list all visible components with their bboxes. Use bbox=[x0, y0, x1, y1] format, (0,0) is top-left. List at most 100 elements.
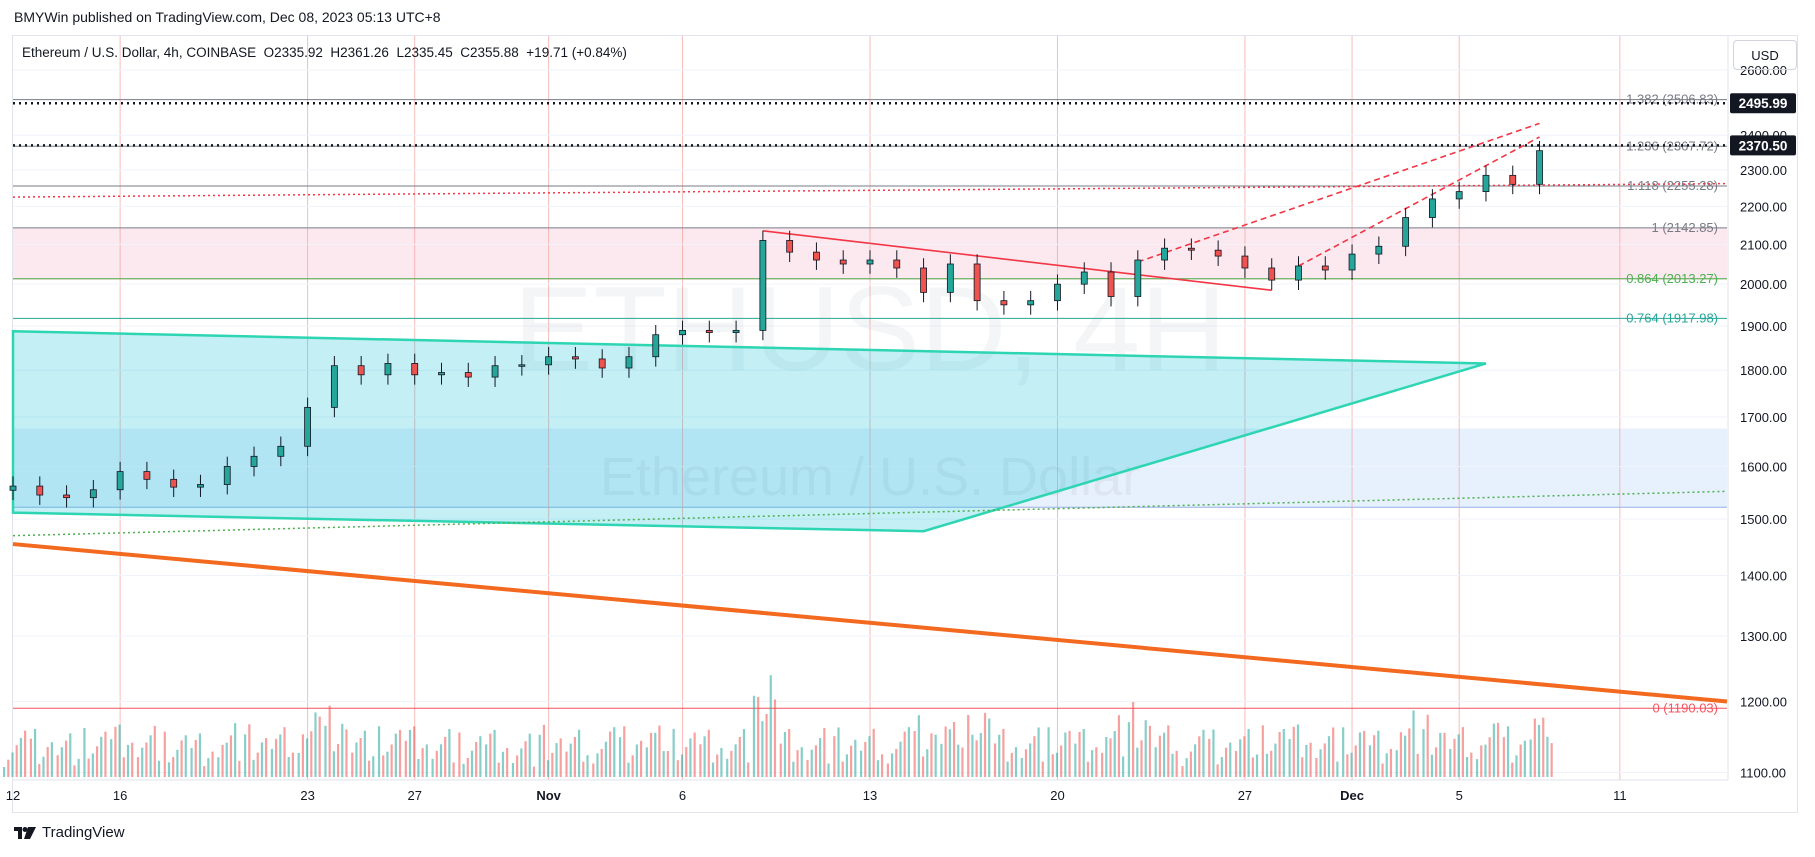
volume-bar bbox=[1255, 754, 1259, 777]
volume-bar bbox=[167, 762, 171, 777]
volume-bar bbox=[699, 744, 702, 777]
volume-bar bbox=[1024, 749, 1028, 777]
volume-bar bbox=[305, 738, 309, 777]
candle-body bbox=[813, 251, 820, 261]
volume-bar bbox=[957, 744, 960, 777]
fib-level-label: 1 (2142.85) bbox=[1652, 220, 1719, 235]
volume-bar bbox=[1377, 730, 1380, 777]
time-tick-label: 5 bbox=[1456, 788, 1463, 803]
candle-body bbox=[1402, 217, 1410, 247]
volume-bar bbox=[1220, 757, 1223, 777]
candle-body bbox=[197, 484, 204, 488]
price-tick-label: 1800.00 bbox=[1740, 363, 1787, 378]
volume-bar bbox=[225, 742, 228, 777]
candle-body bbox=[384, 363, 392, 376]
volume-bar bbox=[1389, 748, 1393, 777]
volume-bar bbox=[203, 766, 206, 777]
volume-bar bbox=[1496, 722, 1500, 777]
volume-bar bbox=[287, 757, 290, 777]
volume-bar bbox=[1416, 753, 1419, 777]
volume-bar bbox=[1461, 727, 1464, 777]
fib-level-label: 0.764 (1917.98) bbox=[1626, 310, 1718, 325]
volume-bar bbox=[404, 740, 407, 777]
volume-bar bbox=[1292, 726, 1295, 777]
candle-body bbox=[946, 263, 954, 293]
volume-bar bbox=[1354, 745, 1357, 777]
fib-level-label: 1.236 (2367.72) bbox=[1626, 138, 1718, 153]
volume-bar bbox=[328, 705, 331, 777]
volume-bar bbox=[773, 699, 777, 777]
time-tick-label: 20 bbox=[1050, 788, 1064, 803]
currency-button[interactable]: USD bbox=[1733, 40, 1797, 70]
volume-bar bbox=[582, 761, 585, 777]
volume-bar bbox=[573, 737, 577, 777]
volume-bar bbox=[1511, 762, 1514, 777]
volume-bar bbox=[382, 755, 385, 777]
tradingview-brand[interactable]: TradingView bbox=[14, 824, 125, 841]
volume-bar bbox=[377, 726, 381, 777]
volume-bar bbox=[1122, 756, 1125, 777]
volume-bar bbox=[198, 733, 202, 777]
volume-bar bbox=[1457, 734, 1460, 777]
volume-bar bbox=[1529, 739, 1532, 777]
volume-bar bbox=[666, 750, 669, 777]
volume-bar bbox=[578, 729, 581, 777]
volume-bar bbox=[497, 762, 500, 777]
volume-bar bbox=[221, 744, 224, 777]
candle-body bbox=[330, 365, 338, 408]
price-tick-label: 2000.00 bbox=[1740, 277, 1787, 292]
volume-bar bbox=[1127, 722, 1131, 777]
candle-body bbox=[223, 466, 231, 485]
candle-body bbox=[1027, 300, 1035, 306]
volume-bar bbox=[1336, 761, 1339, 777]
volume-bar bbox=[157, 760, 161, 777]
volume-bar bbox=[122, 757, 125, 777]
time-tick-label: 13 bbox=[863, 788, 877, 803]
volume-bar bbox=[29, 738, 32, 777]
volume-bar bbox=[1189, 751, 1192, 777]
volume-bar bbox=[1542, 717, 1545, 777]
volume-bar bbox=[1144, 720, 1147, 777]
volume-bar bbox=[24, 730, 27, 777]
volume-bar bbox=[1404, 735, 1407, 777]
volume-bar bbox=[1422, 729, 1425, 777]
candle-body bbox=[625, 356, 633, 369]
volume-bar bbox=[444, 737, 447, 777]
price-tick-label: 1200.00 bbox=[1740, 694, 1787, 709]
volume-bar bbox=[1435, 747, 1438, 777]
volume-bar bbox=[1408, 728, 1411, 777]
volume-bar bbox=[345, 729, 348, 777]
volume-bar bbox=[1006, 761, 1009, 777]
volume-bar bbox=[623, 726, 626, 777]
volume-bar bbox=[1282, 729, 1285, 777]
candle-body bbox=[1107, 271, 1115, 297]
volume-bar bbox=[279, 734, 282, 777]
candle-body bbox=[973, 263, 981, 302]
volume-bar bbox=[207, 758, 210, 777]
volume-bar bbox=[608, 731, 612, 777]
volume-bar bbox=[672, 728, 675, 777]
volume-bar bbox=[310, 731, 313, 777]
volume-bar bbox=[1140, 740, 1143, 777]
volume-bar bbox=[1101, 752, 1104, 777]
volume-bar bbox=[769, 675, 772, 777]
time-tick-label: 27 bbox=[407, 788, 421, 803]
volume-bar bbox=[363, 730, 366, 777]
volume-bar bbox=[1055, 752, 1059, 777]
tradingview-logo-icon bbox=[14, 826, 36, 839]
volume-bar bbox=[1430, 754, 1434, 777]
volume-bar bbox=[417, 758, 420, 777]
volume-bar bbox=[854, 739, 857, 777]
volume-bar bbox=[1319, 749, 1322, 777]
volume-bar bbox=[734, 744, 737, 777]
volume-bar bbox=[895, 748, 898, 777]
green-dotted-line bbox=[12, 490, 1728, 537]
candle-body bbox=[1429, 198, 1436, 218]
volume-bar bbox=[649, 732, 653, 777]
volume-bar bbox=[265, 738, 268, 777]
volume-bar bbox=[1465, 757, 1469, 777]
volume-bar bbox=[1068, 730, 1071, 777]
volume-bar bbox=[1523, 740, 1526, 777]
volume-bar bbox=[592, 763, 595, 777]
